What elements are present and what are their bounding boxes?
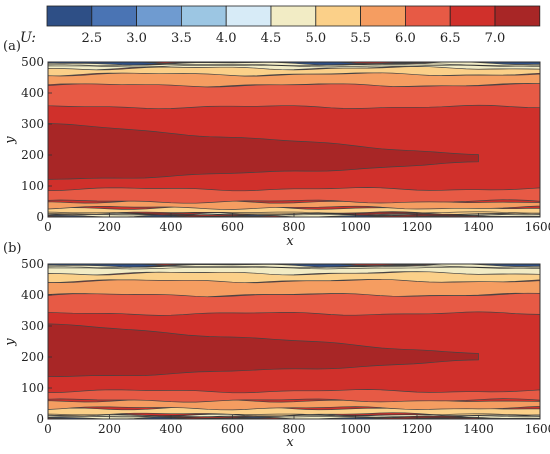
contour-line xyxy=(48,265,540,268)
panel-a-xlabel: x xyxy=(286,234,294,249)
y-tick-label: 500 xyxy=(21,257,44,271)
panel-b-label: (b) xyxy=(3,241,21,256)
y-tick-label: 200 xyxy=(21,350,44,364)
x-tick-label: 800 xyxy=(283,422,306,436)
colorbar-swatch xyxy=(180,5,227,27)
colorbar-label: U: xyxy=(20,30,36,46)
contour-band xyxy=(48,323,479,378)
contour-line xyxy=(48,64,540,68)
contour-line xyxy=(48,63,540,66)
x-tick-label: 0 xyxy=(44,220,52,234)
colorbar-tick-labels: 2.5 3.0 3.5 4.0 4.5 5.0 5.5 6.0 6.5 7.0 xyxy=(81,31,505,46)
y-tick-label: 300 xyxy=(21,319,44,333)
x-tick-label: 1200 xyxy=(402,220,433,234)
colorbar-swatch xyxy=(91,5,138,27)
y-tick-label: 300 xyxy=(21,117,44,131)
colorbar-swatch xyxy=(360,5,406,27)
colorbar-tick-label: 4.0 xyxy=(216,31,237,46)
y-tick-label: 0 xyxy=(36,210,44,224)
y-tick-label: 100 xyxy=(21,381,44,395)
contour-line xyxy=(48,266,540,270)
x-tick-label: 1400 xyxy=(463,220,494,234)
colorbar-swatch xyxy=(404,5,451,27)
panel-a-contour-bands xyxy=(48,62,540,217)
colorbar xyxy=(46,5,541,27)
colorbar-swatch xyxy=(315,5,361,27)
colorbar-tick-label: 7.0 xyxy=(485,31,506,46)
x-tick-label: 600 xyxy=(221,422,244,436)
x-tick-label: 800 xyxy=(283,220,306,234)
panel-b-xlabel: x xyxy=(286,435,294,450)
panel-a-label: (a) xyxy=(3,39,21,54)
x-tick-label: 400 xyxy=(160,422,183,436)
contour-line xyxy=(48,211,540,214)
colorbar-swatch xyxy=(136,5,182,27)
x-tick-label: 400 xyxy=(160,220,183,234)
colorbar-tick-label: 4.5 xyxy=(261,31,282,46)
contour-band xyxy=(48,389,540,403)
x-tick-label: 0 xyxy=(44,422,52,436)
y-tick-label: 400 xyxy=(21,288,44,302)
y-tick-label: 500 xyxy=(21,55,44,69)
colorbar-tick-label: 5.0 xyxy=(305,31,326,46)
y-tick-label: 100 xyxy=(21,179,44,193)
y-tick-label: 200 xyxy=(21,148,44,162)
x-tick-label: 600 xyxy=(221,220,244,234)
panel-a-ylabel: y xyxy=(3,136,18,145)
x-tick-label: 1000 xyxy=(340,220,371,234)
colorbar-tick-label: 6.5 xyxy=(440,31,461,46)
colorbar-tick-label: 3.5 xyxy=(171,31,192,46)
x-tick-label: 200 xyxy=(98,220,121,234)
contour-band xyxy=(48,83,540,110)
panel-b-contour-bands xyxy=(48,264,540,419)
x-tick-label: 1000 xyxy=(340,422,371,436)
colorbar-swatch xyxy=(449,5,496,27)
panel-b-ylabel: y xyxy=(3,338,18,347)
contour-band xyxy=(48,187,540,204)
colorbar-tick-label: 6.0 xyxy=(395,31,416,46)
colorbar-tick-label: 3.0 xyxy=(126,31,147,46)
contour-band xyxy=(48,292,540,316)
colorbar-swatch xyxy=(225,5,272,27)
colorbar-swatch xyxy=(270,5,317,27)
contour-band xyxy=(48,123,479,180)
colorbar-tick-label: 5.5 xyxy=(350,31,371,46)
contour-line xyxy=(48,413,540,416)
colorbar-tick-label: 2.5 xyxy=(81,31,102,46)
colorbar-swatch xyxy=(46,5,93,27)
y-tick-label: 400 xyxy=(21,86,44,100)
colorbar-swatch xyxy=(494,5,541,27)
x-tick-label: 1200 xyxy=(402,422,433,436)
y-tick-label: 0 xyxy=(36,412,44,426)
x-tick-label: 1400 xyxy=(463,422,494,436)
x-tick-label: 200 xyxy=(98,422,121,436)
